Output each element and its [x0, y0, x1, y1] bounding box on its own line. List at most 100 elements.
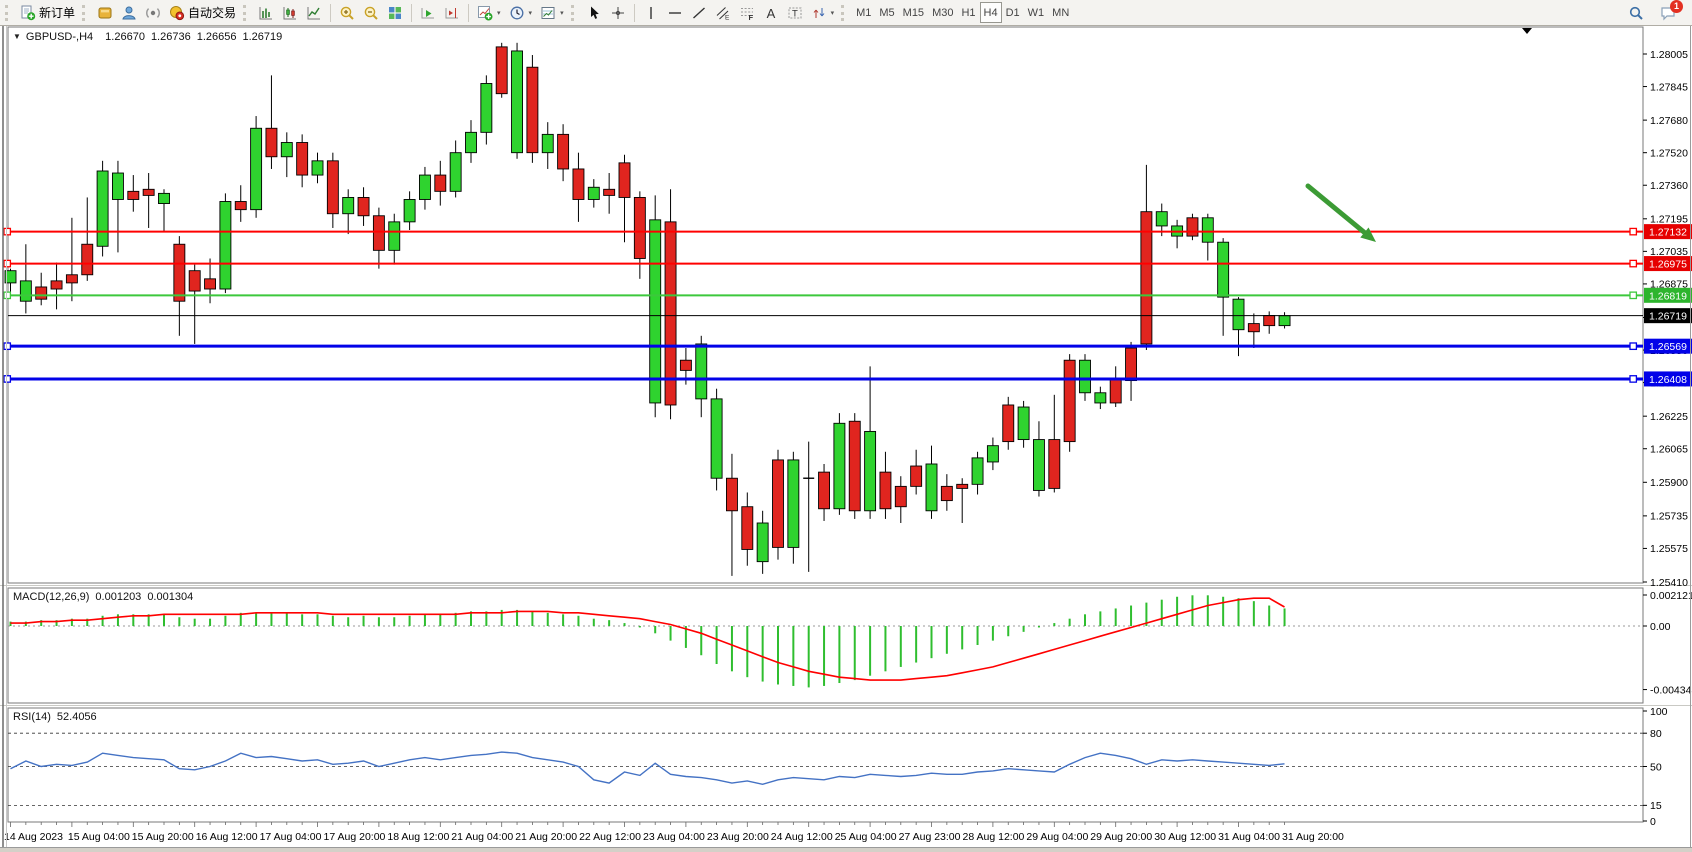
bull-candle: [111, 172, 124, 200]
bar-chart-button[interactable]: [254, 2, 278, 23]
line-handle[interactable]: [3, 227, 12, 236]
svg-text:1.28005: 1.28005: [1650, 49, 1688, 61]
price-line-1.26408[interactable]: 1.26408: [3, 371, 1692, 387]
bear-candle: [772, 459, 784, 548]
tf-m5-button[interactable]: M5: [875, 2, 898, 23]
toolbar-separator: [468, 3, 470, 22]
line-handle[interactable]: [3, 291, 12, 300]
zoom-in-button[interactable]: [335, 2, 359, 23]
line-handle[interactable]: [3, 259, 12, 268]
new-order-button[interactable]: 新订单: [16, 2, 79, 23]
horizontal-line-button[interactable]: [663, 2, 687, 23]
auto-scroll-button[interactable]: [416, 2, 440, 23]
bear-candle: [1186, 217, 1199, 237]
line-handle[interactable]: [1629, 342, 1638, 351]
arrows-button[interactable]: ▾: [807, 2, 839, 23]
indicators-icon: [477, 5, 493, 21]
notifications-button[interactable]: 1: [1656, 0, 1683, 23]
bear-candle: [495, 46, 508, 95]
price-badge: [1644, 256, 1692, 272]
tf-h4-button-label: H4: [983, 6, 998, 19]
autoscroll-icon: [420, 5, 436, 21]
line-handle[interactable]: [1629, 291, 1638, 300]
svg-text:0: 0: [1650, 816, 1656, 828]
tf-h4-button[interactable]: H4: [979, 2, 1002, 23]
trendline-button[interactable]: [687, 2, 711, 23]
text-label-button[interactable]: T: [783, 2, 807, 23]
price-axis[interactable]: 1.28005 1.27845 1.27680 1.27520 1.27360 1.271…: [1643, 49, 1688, 589]
templates-button[interactable]: ▾: [536, 2, 568, 23]
price-line-1.26569[interactable]: 1.26569: [3, 338, 1692, 354]
tf-h1-button[interactable]: H1: [957, 2, 979, 23]
price-badge-text: 1.26819: [1649, 290, 1687, 302]
line-handle[interactable]: [1629, 259, 1638, 268]
candles-icon: [282, 5, 298, 21]
signals-button[interactable]: [141, 2, 165, 23]
profiles-button[interactable]: [117, 2, 141, 23]
macd-signal-line: [10, 597, 1285, 681]
bull-candle: [925, 463, 938, 512]
tf-d1-button[interactable]: D1: [1002, 2, 1024, 23]
bull-candle: [388, 221, 401, 251]
bear-candle: [679, 359, 692, 371]
price-line-1.26819[interactable]: 1.26819: [3, 287, 1692, 303]
textA-icon: A: [763, 5, 779, 21]
svg-text:F: F: [748, 12, 753, 20]
macd-histogram: [9, 595, 1286, 688]
tf-m1-button[interactable]: M1: [852, 2, 875, 23]
vertical-line-button[interactable]: [639, 2, 663, 23]
bear-candle: [726, 477, 738, 512]
chevron-down-icon: ▾: [497, 9, 501, 17]
arrows-icon: [811, 5, 827, 21]
tf-mn-button[interactable]: MN: [1048, 2, 1073, 23]
algo-trading-button[interactable]: 自动交易: [165, 2, 240, 23]
crosshair-button[interactable]: [606, 2, 630, 23]
zoomout-icon: [363, 5, 379, 21]
equidistant-channel-button[interactable]: E: [711, 2, 735, 23]
line-chart-button[interactable]: [302, 2, 326, 23]
annotation-arrow[interactable]: [1305, 183, 1376, 242]
tf-m30-button[interactable]: M30: [928, 2, 957, 23]
bars-icon: [258, 5, 274, 21]
price-badge-text: 1.26408: [1649, 374, 1687, 386]
chart-shift-button[interactable]: [440, 2, 464, 23]
cursor-icon: [586, 5, 602, 21]
chat-icon: 1: [1660, 0, 1683, 21]
line-handle[interactable]: [3, 342, 12, 351]
bear-candle: [173, 243, 186, 302]
new-chart-button[interactable]: [93, 2, 117, 23]
chart-shift-marker[interactable]: [1522, 28, 1532, 34]
search-button[interactable]: [1624, 2, 1648, 23]
time-axis[interactable]: 14 Aug 2023 15 Aug 04:00 15 Aug 20:00 16 Au…: [4, 822, 1344, 843]
bull-candle: [250, 127, 263, 211]
svg-text:31 Aug 04:00: 31 Aug 04:00: [1218, 831, 1280, 843]
bull-candle: [1278, 315, 1291, 327]
channel-icon: E: [715, 5, 731, 21]
fibonacci-button[interactable]: F: [735, 2, 759, 23]
indicators-button[interactable]: ▾: [473, 2, 505, 23]
bull-candle: [1017, 406, 1030, 441]
svg-text:0.002121: 0.002121: [1650, 590, 1692, 602]
candlestick-chart-button[interactable]: [278, 2, 302, 23]
periods-button[interactable]: ▾: [505, 2, 537, 23]
bear-candle: [188, 270, 201, 292]
bear-candle: [664, 221, 677, 406]
tile-windows-button[interactable]: [383, 2, 407, 23]
price-line-1.26719[interactable]: 1.26719: [8, 308, 1692, 324]
cursor-button[interactable]: [582, 2, 606, 23]
price-line-1.26975[interactable]: 1.26975: [3, 256, 1692, 272]
bull-candle: [158, 192, 170, 204]
tf-w1-button[interactable]: W1: [1024, 2, 1049, 23]
line-handle[interactable]: [3, 375, 12, 383]
bull-candle: [1032, 439, 1045, 491]
bull-candle: [649, 219, 662, 404]
zoom-out-button[interactable]: [359, 2, 383, 23]
tf-m15-button[interactable]: M15: [899, 2, 928, 23]
svg-text:1.27520: 1.27520: [1650, 147, 1688, 159]
svg-text:50: 50: [1650, 761, 1662, 773]
line-handle[interactable]: [1629, 227, 1638, 236]
text-button[interactable]: A: [759, 2, 783, 23]
line-handle[interactable]: [1629, 375, 1638, 383]
tf-m15-button-label: M15: [902, 6, 925, 19]
